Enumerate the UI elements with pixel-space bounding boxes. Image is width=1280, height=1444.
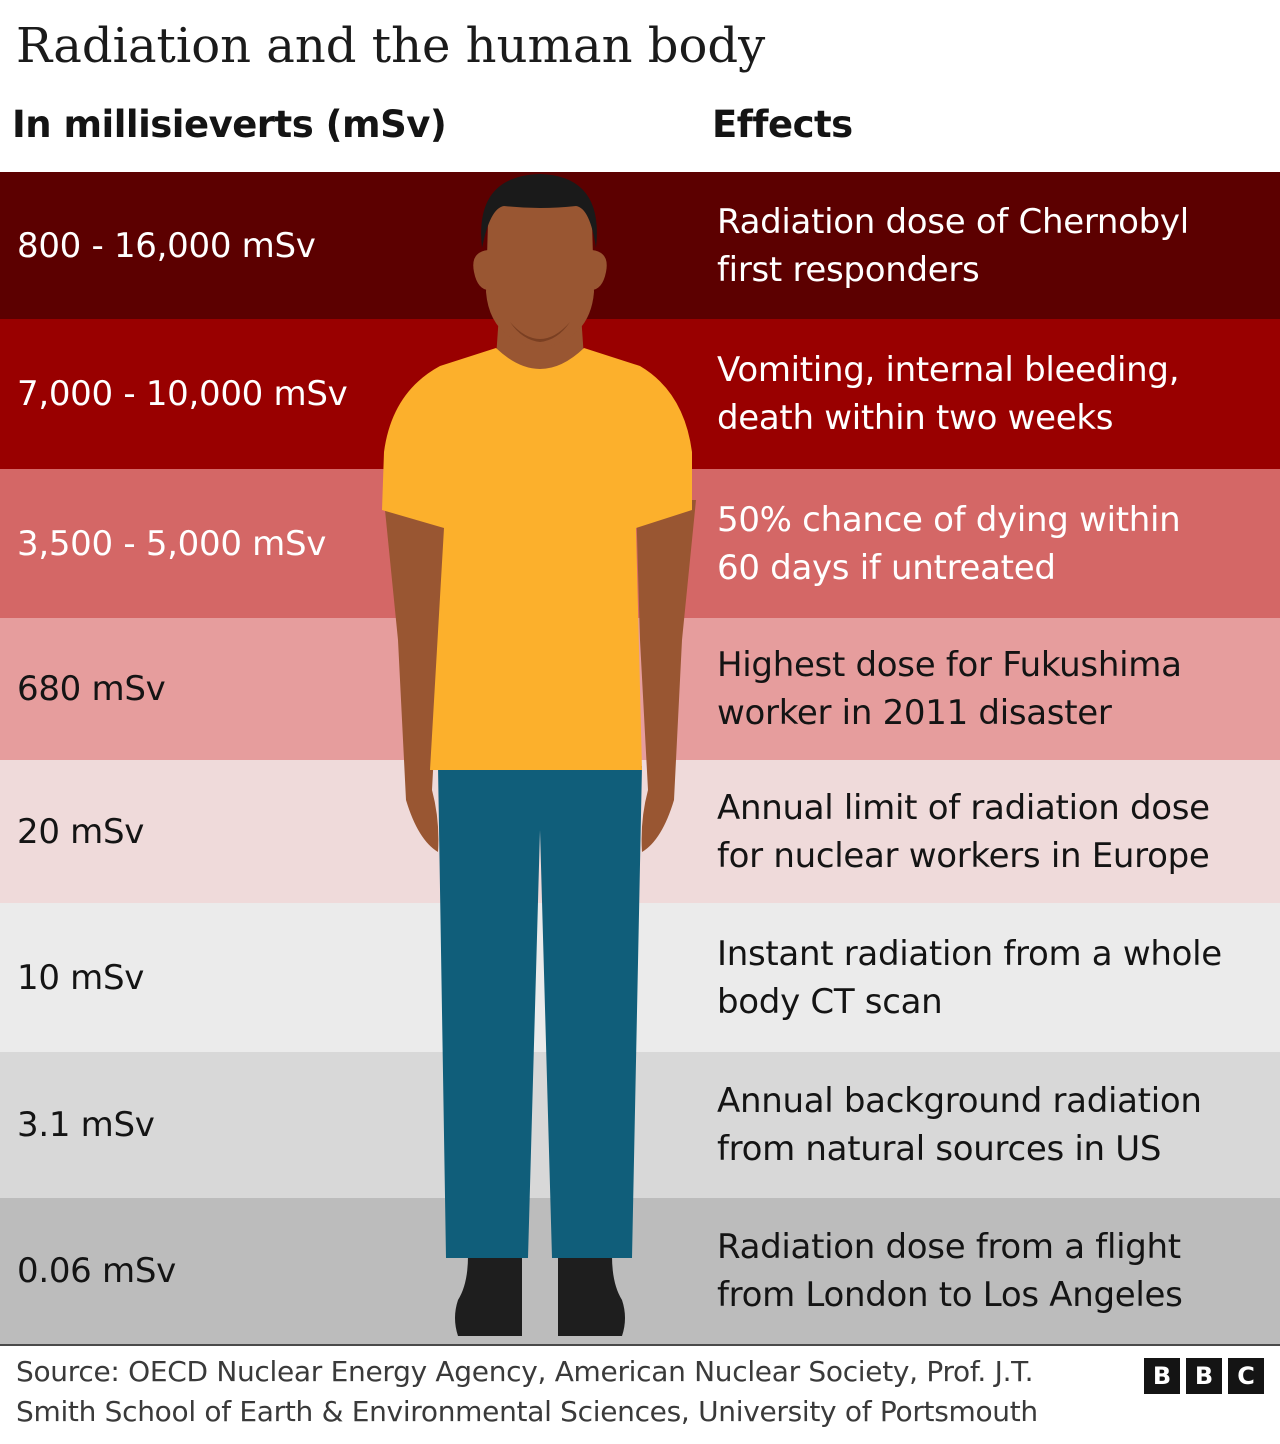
logo-letter: B — [1186, 1358, 1222, 1394]
effect-line: Radiation dose from a flight — [717, 1227, 1181, 1267]
effect-text: Highest dose for Fukushima worker in 201… — [717, 641, 1277, 737]
dose-band: 20 mSv Annual limit of radiation dose fo… — [0, 760, 1280, 903]
effect-text: Radiation dose from a flight from London… — [717, 1223, 1277, 1319]
effect-line: Highest dose for Fukushima — [717, 645, 1182, 685]
effect-line: from London to Los Angeles — [717, 1275, 1183, 1315]
footer-divider — [0, 1344, 1280, 1346]
dose-bands: 800 - 16,000 mSv Radiation dose of Chern… — [0, 172, 1280, 1344]
effect-line: from natural sources in US — [717, 1129, 1162, 1169]
dose-label: 3.1 mSv — [17, 1105, 155, 1145]
effect-line: worker in 2011 disaster — [717, 693, 1112, 733]
logo-letter: C — [1228, 1358, 1264, 1394]
dose-label: 7,000 - 10,000 mSv — [17, 374, 348, 414]
effect-line: 60 days if untreated — [717, 547, 1056, 588]
dose-label: 680 mSv — [17, 669, 166, 709]
effect-text: Annual limit of radiation dose for nucle… — [717, 784, 1277, 880]
dose-band: 10 mSv Instant radiation from a whole bo… — [0, 903, 1280, 1052]
logo-letter: B — [1144, 1358, 1180, 1394]
dose-band: 3.1 mSv Annual background radiation from… — [0, 1052, 1280, 1198]
effect-line: Radiation dose of Chernobyl — [717, 201, 1189, 242]
effect-line: for nuclear workers in Europe — [717, 835, 1210, 876]
dose-band: 800 - 16,000 mSv Radiation dose of Chern… — [0, 172, 1280, 319]
effect-line: Annual background radiation — [717, 1081, 1202, 1121]
dose-label: 20 mSv — [17, 811, 145, 852]
dose-band: 0.06 mSv Radiation dose from a flight fr… — [0, 1198, 1280, 1344]
dose-band: 7,000 - 10,000 mSv Vomiting, internal bl… — [0, 319, 1280, 469]
dose-label: 10 mSv — [17, 957, 145, 998]
dose-label: 800 - 16,000 mSv — [17, 225, 316, 266]
effect-line: death within two weeks — [717, 398, 1114, 438]
source-note: Source: OECD Nuclear Energy Agency, Amer… — [16, 1352, 1038, 1432]
effect-text: 50% chance of dying within 60 days if un… — [717, 496, 1277, 592]
chart-title: Radiation and the human body — [16, 18, 766, 74]
effect-line: Annual limit of radiation dose — [717, 787, 1210, 828]
dose-label: 0.06 mSv — [17, 1251, 176, 1291]
effect-text: Radiation dose of Chernobyl first respon… — [717, 198, 1277, 294]
effect-line: body CT scan — [717, 981, 943, 1022]
effect-line: first responders — [717, 249, 980, 290]
dose-column-header: In millisieverts (mSv) — [12, 103, 447, 146]
bbc-logo: B B C — [1144, 1358, 1264, 1394]
effect-text: Annual background radiation from natural… — [717, 1077, 1277, 1173]
effect-text: Vomiting, internal bleeding, death withi… — [717, 346, 1277, 442]
effects-column-header: Effects — [712, 103, 853, 146]
source-line: Source: OECD Nuclear Energy Agency, Amer… — [16, 1355, 1034, 1388]
dose-band: 3,500 - 5,000 mSv 50% chance of dying wi… — [0, 469, 1280, 618]
effect-line: Instant radiation from a whole — [717, 933, 1222, 974]
dose-label: 3,500 - 5,000 mSv — [17, 523, 327, 564]
effect-line: 50% chance of dying within — [717, 499, 1181, 540]
effect-text: Instant radiation from a whole body CT s… — [717, 930, 1277, 1026]
source-line: Smith School of Earth & Environmental Sc… — [16, 1395, 1038, 1428]
effect-line: Vomiting, internal bleeding, — [717, 350, 1180, 390]
dose-band: 680 mSv Highest dose for Fukushima worke… — [0, 618, 1280, 760]
